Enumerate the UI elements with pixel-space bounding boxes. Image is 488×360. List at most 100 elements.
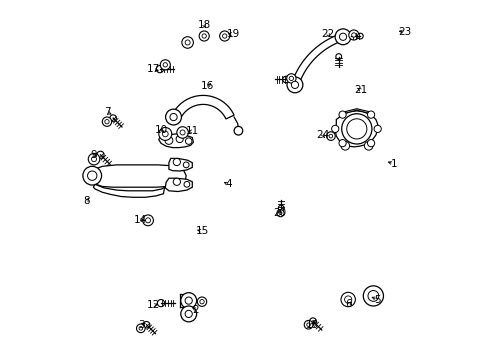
Circle shape <box>338 140 346 147</box>
Circle shape <box>331 125 338 132</box>
Circle shape <box>348 30 358 40</box>
Circle shape <box>182 37 193 48</box>
Circle shape <box>139 327 142 330</box>
Circle shape <box>173 158 180 166</box>
Circle shape <box>340 292 355 307</box>
Circle shape <box>346 119 366 139</box>
Text: 7: 7 <box>104 107 111 117</box>
Circle shape <box>341 114 371 144</box>
Circle shape <box>288 76 293 81</box>
Circle shape <box>234 126 242 135</box>
Circle shape <box>291 81 298 89</box>
Circle shape <box>219 31 229 41</box>
Text: 10: 10 <box>154 125 167 135</box>
Circle shape <box>145 218 150 223</box>
Circle shape <box>367 291 378 301</box>
Text: 19: 19 <box>226 29 239 39</box>
Circle shape <box>91 157 96 162</box>
Text: 6: 6 <box>345 299 351 309</box>
Circle shape <box>276 210 284 217</box>
Text: 18: 18 <box>197 20 210 30</box>
Polygon shape <box>165 178 192 192</box>
Text: 22: 22 <box>321 29 334 39</box>
Circle shape <box>339 33 346 40</box>
Circle shape <box>104 120 109 124</box>
Circle shape <box>177 127 188 138</box>
Circle shape <box>185 138 192 144</box>
Circle shape <box>165 109 181 125</box>
Circle shape <box>222 34 226 38</box>
Circle shape <box>82 166 102 185</box>
Circle shape <box>200 300 204 304</box>
Text: 11: 11 <box>185 126 199 136</box>
Circle shape <box>110 115 116 121</box>
Circle shape <box>183 162 189 168</box>
Circle shape <box>88 153 100 165</box>
Text: 4: 4 <box>224 179 231 189</box>
Circle shape <box>185 310 192 318</box>
Polygon shape <box>335 111 377 147</box>
Circle shape <box>176 135 183 143</box>
Circle shape <box>142 215 153 226</box>
Circle shape <box>326 132 335 140</box>
Circle shape <box>183 181 189 187</box>
Circle shape <box>181 293 196 309</box>
Polygon shape <box>168 158 192 171</box>
Text: 2: 2 <box>192 305 199 315</box>
Circle shape <box>366 111 374 118</box>
Circle shape <box>185 297 192 304</box>
Circle shape <box>197 297 206 306</box>
Text: 16: 16 <box>201 81 214 91</box>
Text: 3: 3 <box>138 320 145 330</box>
Circle shape <box>344 296 351 303</box>
Circle shape <box>279 212 282 215</box>
Circle shape <box>304 320 312 329</box>
Circle shape <box>373 125 381 132</box>
Polygon shape <box>90 165 186 187</box>
Text: 24: 24 <box>316 130 329 140</box>
Text: 14: 14 <box>133 215 146 225</box>
Circle shape <box>102 117 111 126</box>
Circle shape <box>334 29 350 45</box>
Text: 12: 12 <box>147 300 160 310</box>
Circle shape <box>328 134 332 138</box>
Circle shape <box>162 131 168 137</box>
Circle shape <box>143 321 149 328</box>
Circle shape <box>157 300 164 307</box>
Circle shape <box>173 178 180 185</box>
Text: 20: 20 <box>273 208 286 218</box>
Polygon shape <box>291 33 344 86</box>
Circle shape <box>286 77 302 93</box>
Text: 8: 8 <box>83 196 90 206</box>
Text: 9: 9 <box>90 150 97 160</box>
Text: 17: 17 <box>147 64 160 74</box>
Circle shape <box>338 111 346 118</box>
Circle shape <box>286 74 295 83</box>
Circle shape <box>181 306 196 322</box>
Circle shape <box>156 66 163 73</box>
Polygon shape <box>172 95 234 119</box>
Text: 15: 15 <box>195 226 208 236</box>
Circle shape <box>180 130 185 135</box>
Circle shape <box>136 324 145 333</box>
Circle shape <box>306 323 310 327</box>
Circle shape <box>185 40 190 45</box>
Circle shape <box>170 113 177 121</box>
Text: 5: 5 <box>374 294 380 305</box>
Circle shape <box>159 127 171 140</box>
Circle shape <box>357 33 363 39</box>
Circle shape <box>282 76 288 83</box>
Circle shape <box>351 33 355 37</box>
Circle shape <box>278 205 284 211</box>
Circle shape <box>87 171 97 180</box>
Circle shape <box>364 141 372 150</box>
Circle shape <box>340 141 349 150</box>
Circle shape <box>97 151 104 158</box>
Circle shape <box>363 286 383 306</box>
Polygon shape <box>345 109 368 113</box>
Circle shape <box>335 54 341 59</box>
Circle shape <box>160 60 170 70</box>
Text: 13: 13 <box>305 320 318 330</box>
Circle shape <box>366 140 374 147</box>
Circle shape <box>164 136 172 144</box>
